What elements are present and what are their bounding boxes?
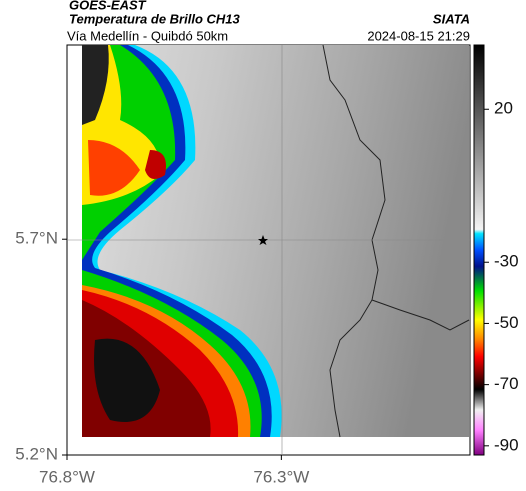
location-star — [258, 235, 268, 245]
y-tick-label: 5.7°N — [15, 229, 58, 248]
x-tick-label: 76.8°W — [39, 467, 95, 486]
satellite-image — [82, 45, 469, 437]
product: Temperatura de Brillo CH13 — [69, 11, 241, 26]
colorbar-tick-label: 20 — [494, 99, 513, 118]
colorbar-tick-label: -30 — [494, 252, 519, 271]
colorbar-tick-label: -70 — [494, 374, 519, 393]
colorbar-tick-label: -50 — [494, 313, 519, 332]
colorbar — [473, 44, 485, 456]
timestamp: 2024-08-15 21:29 — [367, 28, 470, 43]
satellite: GOES-EAST — [69, 0, 147, 12]
boundaries — [322, 44, 470, 438]
agency: SIATA — [433, 11, 470, 26]
colorbar-tick-label: -90 — [494, 435, 519, 454]
y-tick-label: 5.2°N — [15, 444, 58, 463]
x-tick-label: 76.3°W — [253, 467, 309, 486]
route: Vía Medellín - Quibdó 50km — [67, 28, 228, 43]
